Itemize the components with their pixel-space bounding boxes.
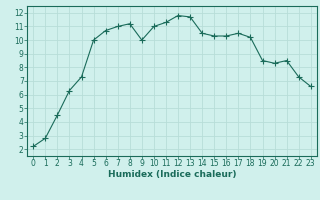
X-axis label: Humidex (Indice chaleur): Humidex (Indice chaleur) — [108, 170, 236, 179]
